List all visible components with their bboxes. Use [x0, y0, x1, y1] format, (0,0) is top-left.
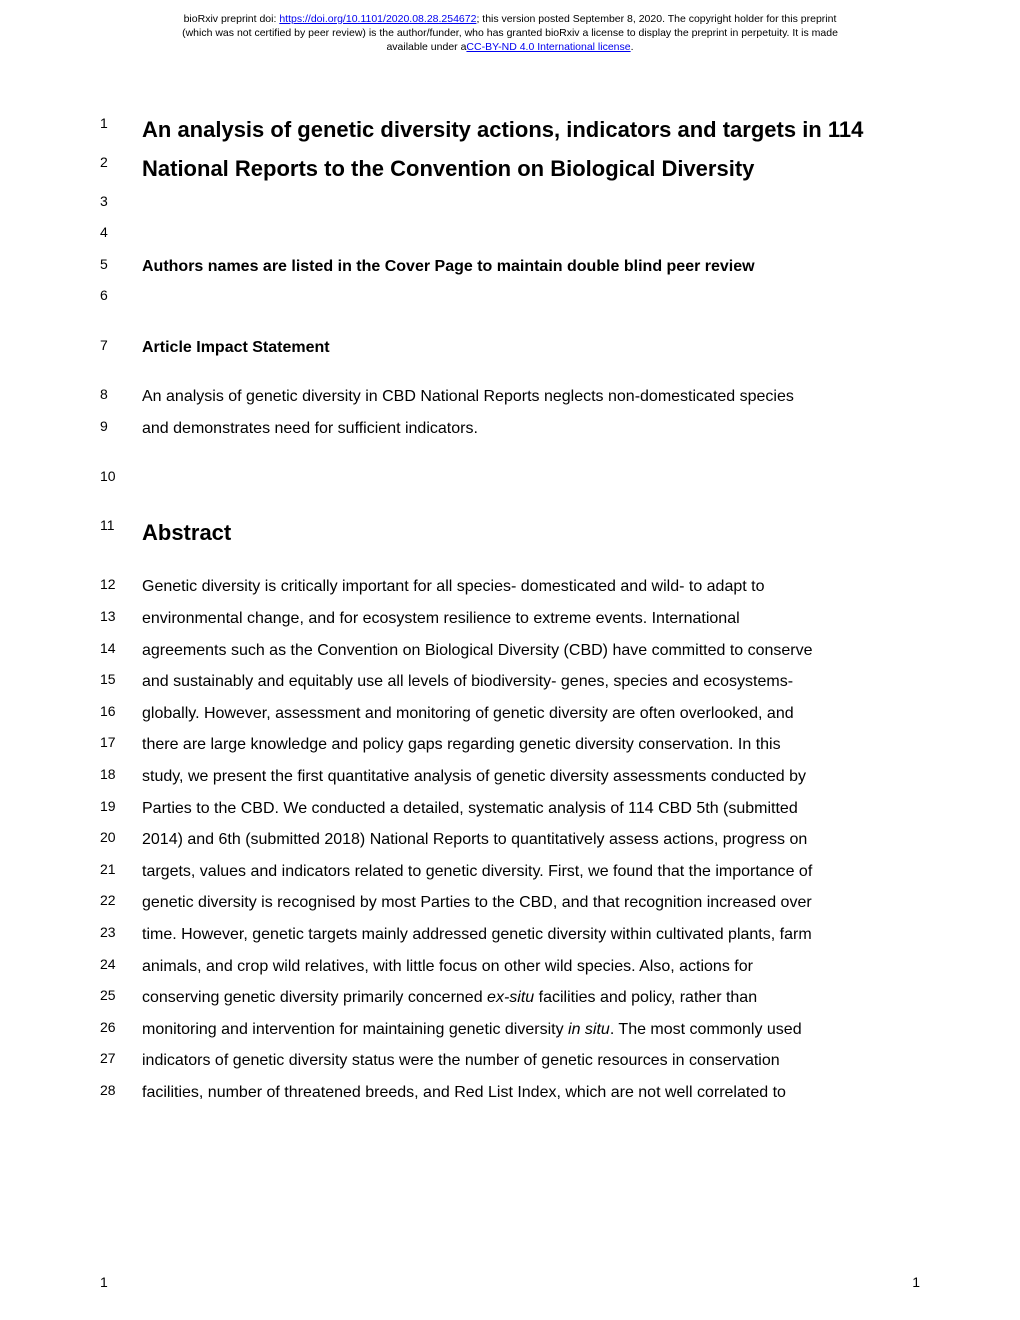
blank-line	[142, 285, 920, 311]
line-5: 5 Authors names are listed in the Cover …	[100, 254, 920, 280]
line-number: 24	[100, 954, 142, 972]
impact-statement-heading: Article Impact Statement	[142, 335, 920, 361]
manuscript-body: 1 An analysis of genetic diversity actio…	[0, 63, 1020, 1132]
line-number: 3	[100, 191, 142, 209]
body-text: time. However, genetic targets mainly ad…	[142, 922, 920, 948]
line-10: 10	[100, 466, 920, 492]
body-text: there are large knowledge and policy gap…	[142, 732, 920, 758]
italic-term: in situ	[568, 1021, 610, 1038]
line-number: 16	[100, 701, 142, 719]
body-text: environmental change, and for ecosystem …	[142, 606, 920, 632]
body-text: Genetic diversity is critically importan…	[142, 574, 920, 600]
page-footer: 1 1	[100, 1274, 920, 1290]
license-link[interactable]: CC-BY-ND 4.0 International license	[466, 41, 630, 53]
line-number: 5	[100, 254, 142, 272]
line-7: 7 Article Impact Statement	[100, 335, 920, 361]
body-text: globally. However, assessment and monito…	[142, 701, 920, 727]
line-number: 2	[100, 152, 142, 170]
line-13: 13 environmental change, and for ecosyst…	[100, 606, 920, 632]
line-number: 15	[100, 669, 142, 687]
line-16: 16 globally. However, assessment and mon…	[100, 701, 920, 727]
blank-line	[142, 466, 920, 492]
body-text: study, we present the first quantitative…	[142, 764, 920, 790]
line-20: 20 2014) and 6th (submitted 2018) Nation…	[100, 827, 920, 853]
body-text: and sustainably and equitably use all le…	[142, 669, 920, 695]
line-number: 8	[100, 384, 142, 402]
italic-term: ex-situ	[487, 989, 534, 1006]
line-number: 7	[100, 335, 142, 353]
line-number: 22	[100, 890, 142, 908]
line-14: 14 agreements such as the Convention on …	[100, 638, 920, 664]
footer-left-page-number: 1	[100, 1274, 108, 1290]
banner-text-prefix: bioRxiv preprint doi:	[184, 13, 280, 25]
line-number: 14	[100, 638, 142, 656]
line-15: 15 and sustainably and equitably use all…	[100, 669, 920, 695]
body-text: and demonstrates need for sufficient ind…	[142, 416, 920, 442]
body-text: Parties to the CBD. We conducted a detai…	[142, 796, 920, 822]
line-19: 19 Parties to the CBD. We conducted a de…	[100, 796, 920, 822]
authors-note: Authors names are listed in the Cover Pa…	[142, 254, 920, 280]
line-number: 25	[100, 985, 142, 1003]
line-number: 9	[100, 416, 142, 434]
line-26: 26 monitoring and intervention for maint…	[100, 1017, 920, 1043]
body-text: indicators of genetic diversity status w…	[142, 1048, 920, 1074]
line-8: 8 An analysis of genetic diversity in CB…	[100, 384, 920, 410]
body-text: genetic diversity is recognised by most …	[142, 890, 920, 916]
line-4: 4	[100, 222, 920, 248]
line-2: 2 National Reports to the Convention on …	[100, 152, 920, 185]
line-28: 28 facilities, number of threatened bree…	[100, 1080, 920, 1106]
line-number: 12	[100, 574, 142, 592]
body-text: 2014) and 6th (submitted 2018) National …	[142, 827, 920, 853]
body-text: An analysis of genetic diversity in CBD …	[142, 384, 920, 410]
line-24: 24 animals, and crop wild relatives, wit…	[100, 954, 920, 980]
title-line-1: An analysis of genetic diversity actions…	[142, 113, 920, 146]
line-3: 3	[100, 191, 920, 217]
body-text: agreements such as the Convention on Bio…	[142, 638, 920, 664]
line-number: 26	[100, 1017, 142, 1035]
line-number: 17	[100, 732, 142, 750]
line-number: 27	[100, 1048, 142, 1066]
banner-text-line3-prefix: available under a	[386, 41, 466, 53]
body-text: monitoring and intervention for maintain…	[142, 1017, 920, 1043]
body-text: facilities, number of threatened breeds,…	[142, 1080, 920, 1106]
line-number: 19	[100, 796, 142, 814]
line-number: 28	[100, 1080, 142, 1098]
line-25: 25 conserving genetic diversity primaril…	[100, 985, 920, 1011]
abstract-heading: Abstract	[142, 515, 920, 550]
line-21: 21 targets, values and indicators relate…	[100, 859, 920, 885]
line-number: 23	[100, 922, 142, 940]
banner-text-line3-suffix: .	[631, 41, 634, 53]
line-9: 9 and demonstrates need for sufficient i…	[100, 416, 920, 442]
preprint-banner: bioRxiv preprint doi: https://doi.org/10…	[0, 0, 1020, 63]
banner-text-line2: (which was not certified by peer review)…	[182, 27, 838, 39]
line-number: 13	[100, 606, 142, 624]
line-number: 6	[100, 285, 142, 303]
line-11: 11 Abstract	[100, 515, 920, 550]
blank-line	[142, 191, 920, 217]
line-27: 27 indicators of genetic diversity statu…	[100, 1048, 920, 1074]
line-6: 6	[100, 285, 920, 311]
line-number: 18	[100, 764, 142, 782]
line-number: 10	[100, 466, 142, 484]
line-number: 20	[100, 827, 142, 845]
line-1: 1 An analysis of genetic diversity actio…	[100, 113, 920, 146]
banner-text-suffix1: ; this version posted September 8, 2020.…	[476, 13, 836, 25]
line-number: 4	[100, 222, 142, 240]
blank-line	[142, 222, 920, 248]
footer-right-page-number: 1	[912, 1274, 920, 1290]
line-17: 17 there are large knowledge and policy …	[100, 732, 920, 758]
body-text: animals, and crop wild relatives, with l…	[142, 954, 920, 980]
line-12: 12 Genetic diversity is critically impor…	[100, 574, 920, 600]
line-23: 23 time. However, genetic targets mainly…	[100, 922, 920, 948]
line-number: 1	[100, 113, 142, 131]
doi-link[interactable]: https://doi.org/10.1101/2020.08.28.25467…	[279, 13, 476, 25]
line-number: 11	[100, 515, 142, 533]
title-line-2: National Reports to the Convention on Bi…	[142, 152, 920, 185]
body-text: targets, values and indicators related t…	[142, 859, 920, 885]
line-number: 21	[100, 859, 142, 877]
body-text: conserving genetic diversity primarily c…	[142, 985, 920, 1011]
line-18: 18 study, we present the first quantitat…	[100, 764, 920, 790]
line-22: 22 genetic diversity is recognised by mo…	[100, 890, 920, 916]
